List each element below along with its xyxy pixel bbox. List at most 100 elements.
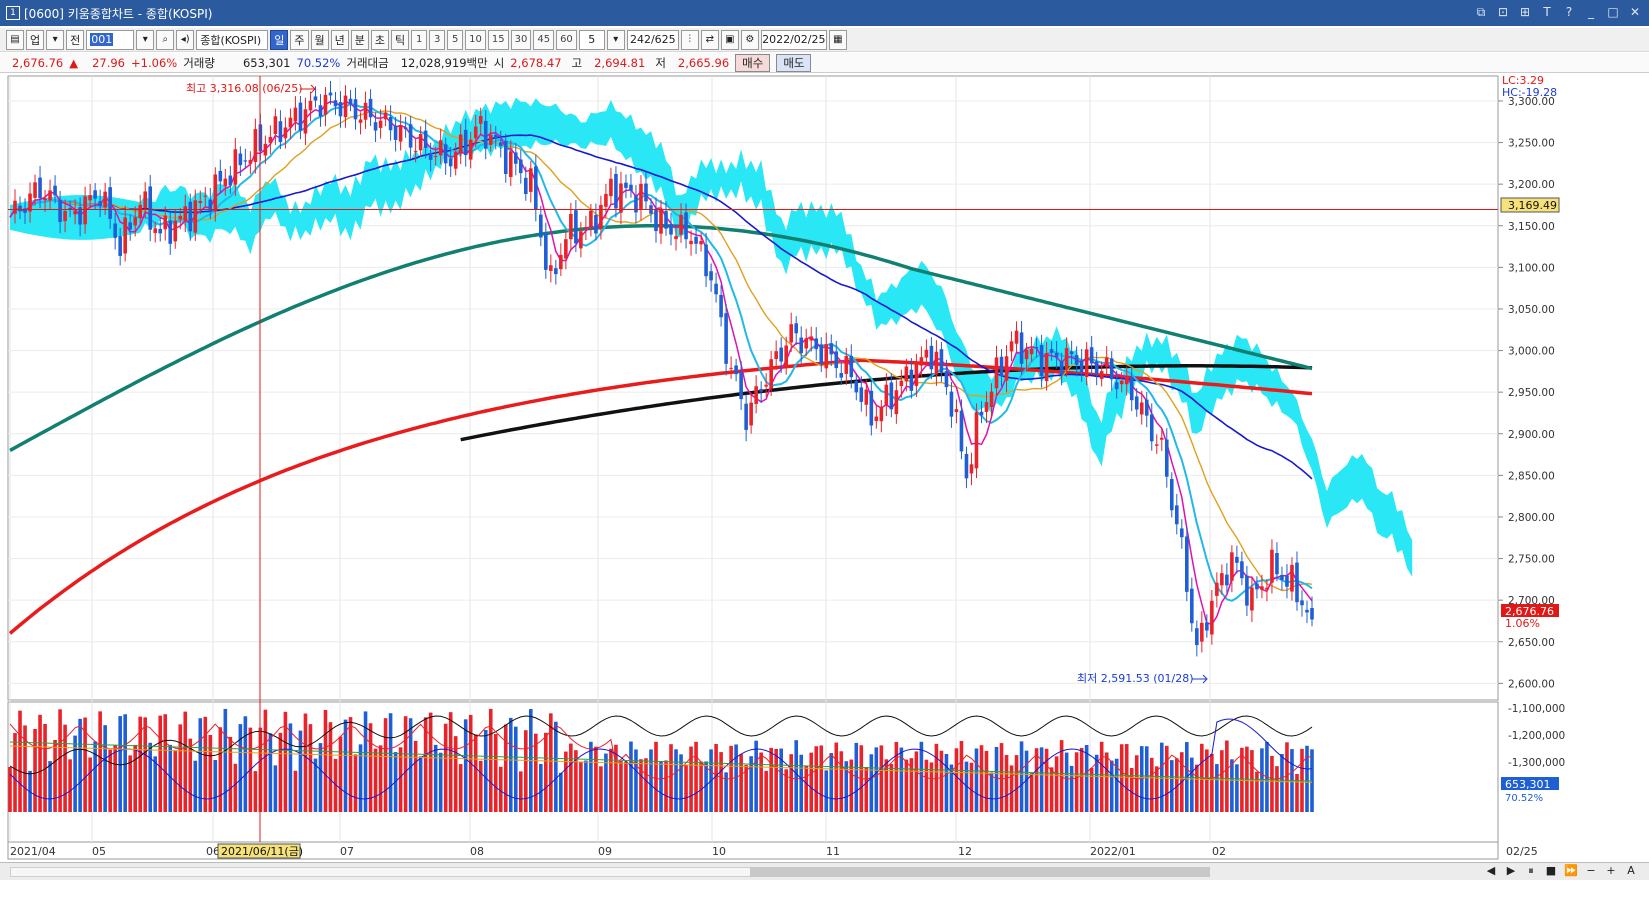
name-field[interactable]: 종합(KOSPI) xyxy=(196,29,269,50)
candle-body xyxy=(378,120,383,128)
volume-bar xyxy=(954,748,959,812)
pause-icon[interactable]: ⏸ xyxy=(1528,864,1534,877)
period-month[interactable]: 월 xyxy=(310,29,329,50)
zoom-in-icon[interactable]: + xyxy=(1606,864,1616,877)
candle-body xyxy=(1109,358,1114,380)
candle-body xyxy=(88,195,92,201)
candle-body xyxy=(1215,582,1219,596)
candle-body xyxy=(1094,361,1099,375)
chevron-down-icon[interactable]: ▾ xyxy=(46,29,65,50)
period-day[interactable]: 일 xyxy=(270,29,289,50)
unit-dropdown-icon[interactable]: ▾ xyxy=(606,29,625,50)
scroll-right-icon[interactable]: ▶ xyxy=(1506,864,1516,877)
period-tick[interactable]: 틱 xyxy=(391,29,410,50)
volume-bar xyxy=(639,759,643,812)
help-icon[interactable]: ? xyxy=(1565,5,1573,19)
auto-scale-icon[interactable]: A xyxy=(1627,864,1635,877)
chart-scrollbar[interactable]: ◀ ▶ ⏸ ■ ⏩ − + A xyxy=(0,862,1649,880)
window-controls: ⧉ ⊡ ⊞ T ? _ □ ✕ xyxy=(1473,4,1643,20)
candle-body xyxy=(679,214,683,235)
volume-bars xyxy=(8,708,1314,812)
volume-bar xyxy=(974,748,979,812)
volume-bar xyxy=(323,710,328,812)
sound-icon[interactable]: ◂) xyxy=(176,29,195,50)
period-year[interactable]: 년 xyxy=(330,29,349,50)
unit-15[interactable]: 15 xyxy=(487,29,509,50)
link-icon[interactable]: ⧉ xyxy=(1476,5,1486,19)
calendar-icon[interactable]: ▦ xyxy=(828,29,847,50)
candle-body xyxy=(794,323,799,334)
maximize-button[interactable]: □ xyxy=(1607,5,1619,19)
unit-3[interactable]: 3 xyxy=(429,29,446,50)
period-second[interactable]: 초 xyxy=(370,29,389,50)
candle-body xyxy=(1295,562,1299,603)
up-arrow-icon: ▲ xyxy=(69,55,79,70)
zoom-out-icon[interactable]: − xyxy=(1586,864,1596,877)
unit-60[interactable]: 60 xyxy=(556,29,577,50)
price-chart-svg[interactable]: 3,300.00 3,250.00 3,200.00 3,150.00 3,100.00… xyxy=(0,74,1649,861)
unit-45[interactable]: 45 xyxy=(533,29,555,50)
fast-forward-icon[interactable]: ⏩ xyxy=(1564,864,1578,877)
candle-body xyxy=(418,134,423,151)
gear-icon[interactable]: ⚙ xyxy=(740,29,759,50)
date-field[interactable]: 2022/02/25 xyxy=(760,29,827,50)
current-price: 2,676.76 xyxy=(12,55,64,70)
candle-body xyxy=(433,155,438,157)
candle-icon[interactable]: ⫶ xyxy=(680,29,699,50)
unit-10[interactable]: 10 xyxy=(465,29,486,50)
menu-icon[interactable]: ▤ xyxy=(6,29,24,50)
snapshot-icon[interactable]: ⊡ xyxy=(1497,5,1509,19)
save-icon[interactable]: ▣ xyxy=(720,29,739,50)
volume-bar xyxy=(1169,760,1174,812)
candle-body xyxy=(483,120,488,149)
volume-bar xyxy=(1195,764,1199,812)
candle-body xyxy=(168,220,173,244)
period-minute[interactable]: 분 xyxy=(350,29,369,50)
candle-body xyxy=(724,313,728,364)
unit-input[interactable]: 5 xyxy=(578,29,605,50)
volume-bar xyxy=(1285,742,1289,812)
candle-body xyxy=(43,198,47,201)
candle-body xyxy=(83,196,87,225)
prev-button[interactable]: 전 xyxy=(66,29,85,50)
stop-icon[interactable]: ■ xyxy=(1545,864,1557,877)
candle-body xyxy=(914,362,919,386)
sell-button[interactable]: 매도 xyxy=(776,53,812,72)
buy-button[interactable]: 매수 xyxy=(735,53,771,72)
crosshair-price-box xyxy=(1500,197,1560,213)
candle-body xyxy=(478,115,483,124)
candle-body xyxy=(388,116,393,131)
volume-black-line xyxy=(9,715,1313,775)
chart-area[interactable]: 3,300.00 3,250.00 3,200.00 3,150.00 3,100.00… xyxy=(0,74,1649,861)
text-icon[interactable]: T xyxy=(1543,5,1551,19)
count-field[interactable]: 242/625 xyxy=(626,29,679,50)
unit-30[interactable]: 30 xyxy=(510,29,532,50)
candle-body xyxy=(929,345,934,370)
compare-icon[interactable]: ⇄ xyxy=(700,29,719,50)
candle-body xyxy=(158,228,163,234)
volume-bar xyxy=(438,752,443,812)
candle-body xyxy=(1154,444,1159,446)
layout-icon[interactable]: ⊞ xyxy=(1519,5,1531,19)
volume-bar xyxy=(1255,771,1259,812)
volume-bar xyxy=(1225,740,1229,812)
period-week[interactable]: 주 xyxy=(290,29,309,50)
unit-5[interactable]: 5 xyxy=(447,29,464,50)
search-icon[interactable]: ⌕ xyxy=(156,29,175,50)
unit-1[interactable]: 1 xyxy=(411,29,428,50)
volume-bar xyxy=(569,743,573,812)
code-input[interactable]: 001 xyxy=(86,29,135,50)
minimize-button[interactable]: _ xyxy=(1588,5,1594,19)
candle-body xyxy=(1190,588,1194,624)
close-button[interactable]: ✕ xyxy=(1629,5,1641,19)
candle-body xyxy=(1285,575,1289,587)
market-select[interactable]: 업 xyxy=(26,29,45,50)
volume-bar xyxy=(43,723,47,812)
volume-bar xyxy=(368,723,373,812)
volume-bar xyxy=(1164,745,1169,812)
scroll-left-icon[interactable]: ◀ xyxy=(1486,864,1496,877)
volume-bar xyxy=(914,751,919,812)
candle-body xyxy=(1144,399,1149,416)
code-dropdown-icon[interactable]: ▾ xyxy=(136,29,155,50)
scroll-thumb[interactable] xyxy=(750,867,1210,877)
